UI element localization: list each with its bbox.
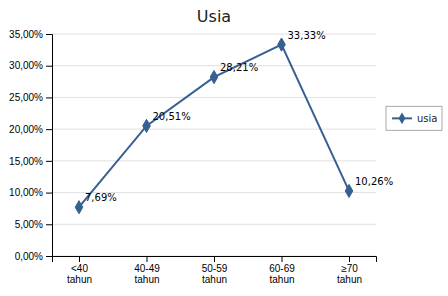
tick: 35,00% — [9, 29, 52, 40]
y-axis: 0,00% 5,00% 10,00% 15,00% 20,00% 25,00% 30,00%… — [9, 29, 52, 262]
tick-mark — [46, 161, 52, 162]
legend: usia — [386, 106, 442, 130]
tick-mark — [214, 256, 215, 262]
data-label: 10,26% — [355, 176, 393, 187]
tick-label: 30,00% — [9, 60, 43, 71]
tick-label: 50-59tahun — [202, 263, 228, 285]
tick: <40tahun — [67, 256, 92, 285]
data-label: 28,21% — [220, 62, 258, 73]
tick-mark — [79, 256, 80, 262]
tick-mark — [46, 66, 52, 67]
tick-label: 0,00% — [15, 251, 43, 262]
tick-label: 20,00% — [9, 124, 43, 135]
data-label: 20,51% — [153, 111, 191, 122]
tick-label: <40tahun — [67, 263, 92, 285]
tick-label: 5,00% — [15, 219, 43, 230]
tick-label: 25,00% — [9, 92, 43, 103]
tick-mark — [46, 193, 52, 194]
marks — [75, 38, 353, 214]
legend-frame — [386, 106, 442, 130]
tick-mark — [46, 34, 52, 35]
tick-label: 10,00% — [9, 187, 43, 198]
tick-label-line: tahun — [202, 274, 227, 285]
grid-line — [52, 34, 376, 35]
tick-label-line: tahun — [134, 274, 159, 285]
tick-label-line: tahun — [67, 274, 92, 285]
tick: 25,00% — [9, 92, 52, 103]
data-label: 33,33% — [288, 30, 326, 41]
tick-label: 15,00% — [9, 156, 43, 167]
tick-label-line: tahun — [337, 274, 362, 285]
tick: 30,00% — [9, 60, 52, 71]
title: Usia — [197, 7, 231, 26]
chart: Usia 0,00% 5,00% 10,00% 15,00% 20,00% 25,00% 30… — [0, 0, 448, 296]
tick-label-line: ≥70 — [341, 263, 358, 274]
tick-mark — [282, 256, 283, 262]
grid-line — [52, 129, 376, 130]
marker — [345, 184, 353, 197]
marker — [143, 119, 151, 132]
grid — [52, 34, 376, 256]
grid-line — [52, 160, 376, 161]
tick: 20,00% — [9, 124, 52, 135]
grid-line — [52, 224, 376, 225]
tick-mark — [46, 224, 52, 225]
line — [79, 45, 349, 208]
tick: ≥70tahun — [337, 256, 362, 285]
marker — [278, 38, 286, 51]
axis-line — [53, 257, 377, 263]
grid-line — [52, 65, 376, 66]
legend-item: usia — [392, 112, 437, 124]
plot: 0,00% 5,00% 10,00% 15,00% 20,00% 25,00% 30,00%… — [9, 29, 393, 285]
tick: 10,00% — [9, 187, 52, 198]
tick-mark — [46, 97, 52, 98]
tick-label: 60-69tahun — [269, 263, 295, 285]
tick: 0,00% — [15, 251, 52, 262]
tick-mark — [46, 256, 52, 257]
marker — [210, 70, 218, 83]
tick: 50-59tahun — [202, 256, 228, 285]
x-axis: <40tahun40-49tahun50-59tahun60-69tahun≥7… — [53, 256, 377, 285]
tick: 5,00% — [15, 219, 52, 230]
tick-label-line: <40 — [71, 263, 88, 274]
tick-mark — [46, 129, 52, 130]
tick: 40-49tahun — [134, 256, 160, 285]
tick-mark — [147, 256, 148, 262]
tick-label: 35,00% — [9, 29, 43, 40]
tick: 60-69tahun — [269, 256, 295, 285]
grid-line — [52, 97, 376, 98]
legend-marker — [399, 112, 406, 124]
tick-label-line: 40-49 — [134, 263, 160, 274]
tick-mark — [349, 256, 350, 262]
tick-label: 40-49tahun — [134, 263, 160, 285]
tick-label-line: 50-59 — [202, 263, 228, 274]
axis-line — [46, 35, 53, 257]
tick-label-line: tahun — [269, 274, 294, 285]
data-labels: 7,69% 20,51% 28,21% 33,33% 10,26% — [85, 30, 393, 204]
data-label: 7,69% — [85, 192, 117, 203]
tick-label: ≥70tahun — [337, 263, 362, 285]
marker — [75, 201, 83, 214]
legend-label: usia — [417, 113, 437, 124]
tick: 15,00% — [9, 156, 52, 167]
tick-label-line: 60-69 — [269, 263, 295, 274]
